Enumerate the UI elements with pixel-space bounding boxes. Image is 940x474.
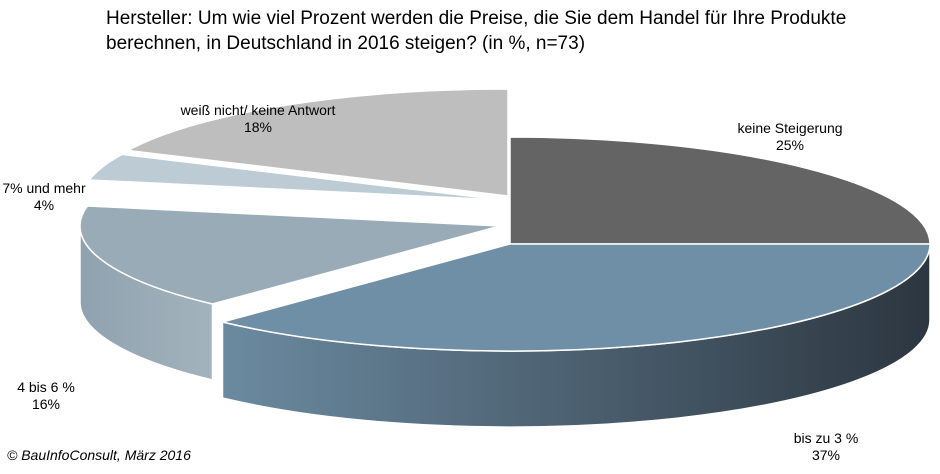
pie-slice [79, 205, 501, 305]
source-footer: © BauInfoConsult, März 2016 [7, 447, 191, 463]
pie-slice [222, 243, 931, 352]
pie-slice [87, 153, 503, 201]
pie-slices [79, 88, 931, 352]
pie-slice [125, 88, 509, 197]
slice-label: keine Steigerung 25% [737, 120, 842, 153]
slice-label: 7% und mehr 4% [2, 180, 86, 213]
chart-title: Hersteller: Um wie viel Prozent werden d… [106, 8, 847, 54]
pie-slice [509, 136, 931, 245]
slice-label: bis zu 3 % 37% [794, 430, 859, 463]
slice-label: 4 bis 6 % 16% [17, 379, 75, 412]
slice-label: weiß nicht/ keine Antwort 18% [180, 102, 336, 135]
pie-labels: keine Steigerung 25% bis zu 3 % 37% 4 bis 6 … [2, 102, 858, 463]
